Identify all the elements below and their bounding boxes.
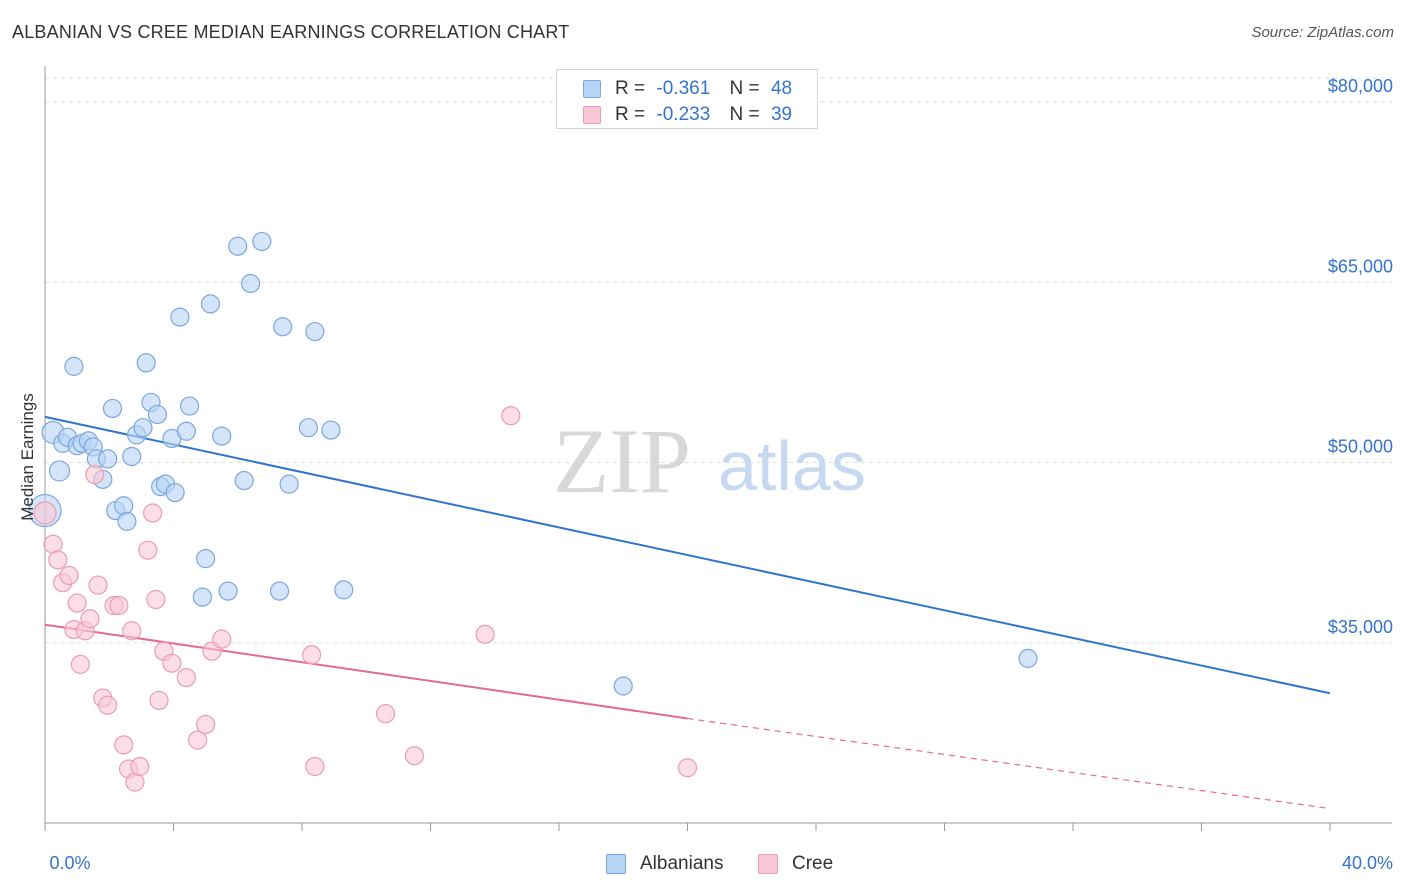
albanian-point — [305, 321, 325, 342]
albanian-point — [117, 511, 137, 531]
y-tick-label: $65,000 — [1328, 256, 1393, 276]
cree-point — [677, 758, 698, 778]
n-value-cree: 39 — [770, 104, 793, 125]
cree-point — [149, 690, 169, 711]
n-value-albanians: 48 — [770, 78, 793, 99]
albanian-point — [170, 307, 190, 327]
albanian-trend-line — [44, 415, 1331, 695]
correlation-legend: R = -0.361 N = 48 R = -0.233 N = 39 — [556, 69, 818, 129]
albanian-point — [228, 236, 248, 256]
trend-layer — [44, 415, 1331, 810]
r-label: R = — [615, 78, 646, 99]
cree-point — [114, 735, 134, 755]
legend-text-cree: R = -0.233 N = 39 — [615, 104, 792, 126]
albanian-point — [1018, 648, 1038, 668]
cree-label: Cree — [792, 853, 834, 874]
axis-layer: $35,000 $50,000 $65,000 $80,000 0.0% 40.0% — [44, 66, 1393, 873]
albanian-point — [102, 398, 123, 419]
legend-text-albanians: R = -0.361 N = 48 — [615, 78, 792, 100]
cree-swatch — [583, 106, 601, 124]
n-label: N = — [729, 104, 760, 125]
watermark-atlas: atlas — [718, 427, 866, 505]
chart-title: ALBANIAN VS CREE MEDIAN EARNINGS CORRELA… — [12, 22, 570, 42]
cree-point — [70, 654, 90, 674]
n-label: N = — [729, 78, 760, 99]
albanian-point — [212, 426, 232, 446]
albanians-label: Albanians — [640, 853, 724, 874]
albanian-point — [98, 449, 118, 469]
cree-point — [98, 695, 118, 715]
albanian-point — [165, 482, 185, 503]
albanian-point — [273, 317, 293, 337]
albanians-swatch — [583, 80, 601, 98]
cree-point — [88, 575, 108, 595]
albanian-point — [64, 356, 84, 376]
albanian-point — [136, 353, 156, 373]
cree-point — [501, 406, 521, 426]
y-tick-label: $35,000 — [1328, 617, 1393, 637]
x-tick-label: 40.0% — [1342, 853, 1393, 873]
cree-point — [176, 668, 196, 688]
albanian-point — [241, 273, 261, 294]
albanian-point — [269, 581, 290, 601]
cree-point — [48, 550, 68, 570]
albanian-point — [200, 294, 221, 314]
cree-swatch — [758, 854, 778, 874]
albanian-point — [114, 496, 134, 516]
y-tick-label: $80,000 — [1328, 76, 1393, 96]
albanian-point — [218, 581, 238, 601]
albanian-point — [321, 420, 341, 440]
albanian-point — [234, 470, 254, 491]
cree-point — [475, 624, 495, 644]
albanian-point — [176, 421, 196, 441]
y-tick-label: $50,000 — [1328, 437, 1393, 457]
x-tick-label: 0.0% — [49, 853, 90, 873]
cree-point — [80, 609, 100, 629]
cree-trend-line — [44, 623, 688, 720]
albanians-swatch — [606, 854, 626, 874]
cree-point — [162, 653, 182, 673]
cree-point — [196, 714, 216, 735]
albanian-point — [192, 587, 213, 607]
albanian-point — [279, 474, 299, 494]
y-axis-title: Median Earnings — [18, 393, 37, 521]
cree-point — [187, 730, 208, 750]
albanian-point — [133, 418, 153, 438]
r-value-albanians: -0.361 — [656, 78, 711, 99]
cree-point — [404, 746, 425, 766]
albanian-point — [298, 418, 319, 438]
albanian-point — [179, 396, 200, 416]
cree-point — [67, 593, 87, 613]
cree-point — [33, 501, 57, 525]
r-value-cree: -0.233 — [656, 104, 711, 125]
albanian-point — [196, 549, 216, 569]
albanian-point — [613, 676, 633, 696]
cree-point — [305, 756, 325, 777]
cree-point — [146, 589, 166, 610]
cree-point — [122, 621, 142, 641]
albanian-point — [147, 404, 168, 425]
cree-point — [109, 595, 129, 616]
cree-trend-extension — [687, 717, 1331, 810]
cree-point — [302, 645, 322, 665]
grid-layer — [45, 77, 1392, 644]
albanian-point — [252, 231, 272, 252]
points-layer — [28, 231, 1038, 792]
cree-point — [130, 756, 150, 777]
watermark-zip: ZIP — [553, 410, 691, 512]
cree-point — [138, 540, 158, 560]
source-label: Source: ZipAtlas.com — [1251, 24, 1394, 41]
r-label: R = — [615, 104, 646, 125]
cree-point — [59, 565, 79, 586]
albanian-point — [48, 460, 71, 482]
cree-point — [143, 503, 163, 523]
albanian-point — [334, 580, 354, 600]
cree-point — [375, 704, 396, 724]
albanian-point — [122, 446, 142, 467]
cree-point — [212, 629, 232, 649]
cree-point — [85, 464, 105, 485]
